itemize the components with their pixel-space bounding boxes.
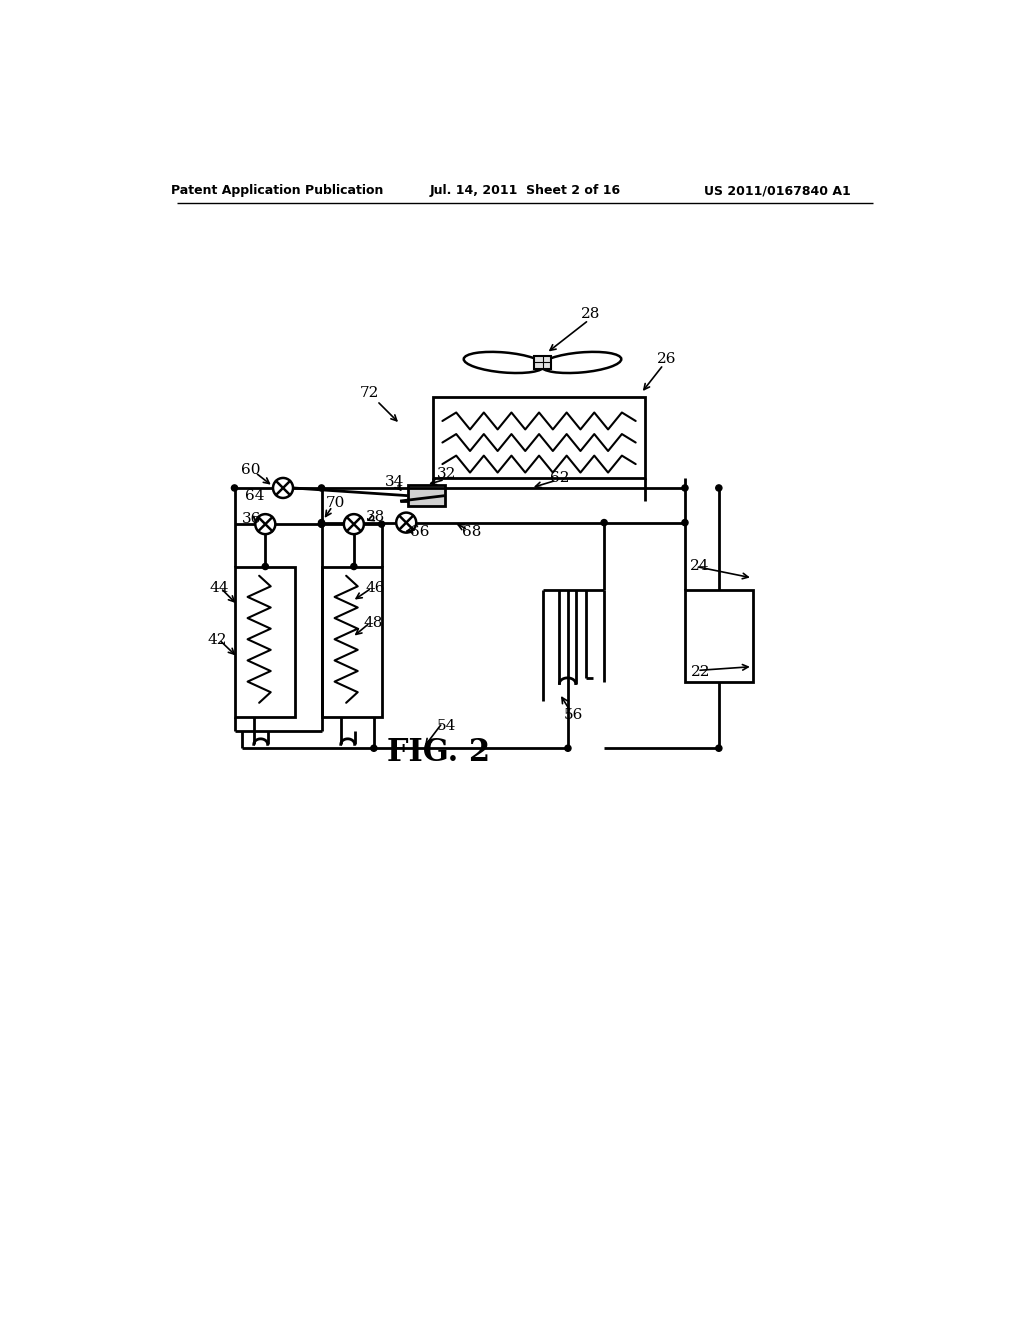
Text: 26: 26 xyxy=(657,351,677,366)
Text: 24: 24 xyxy=(689,560,709,573)
Circle shape xyxy=(379,521,385,527)
Circle shape xyxy=(716,744,722,751)
Bar xyxy=(685,590,753,682)
Text: 60: 60 xyxy=(242,463,261,478)
Circle shape xyxy=(255,515,275,535)
Circle shape xyxy=(682,520,688,525)
Text: 36: 36 xyxy=(243,512,261,525)
Circle shape xyxy=(396,512,416,533)
Text: 48: 48 xyxy=(364,615,383,630)
Text: 28: 28 xyxy=(581,308,600,321)
Text: 46: 46 xyxy=(366,581,385,595)
Text: 34: 34 xyxy=(385,475,404,488)
Circle shape xyxy=(318,521,325,527)
Circle shape xyxy=(344,515,364,535)
Bar xyxy=(433,397,645,478)
Text: Jul. 14, 2011  Sheet 2 of 16: Jul. 14, 2011 Sheet 2 of 16 xyxy=(429,185,621,197)
Text: FIG. 2: FIG. 2 xyxy=(387,738,490,768)
Bar xyxy=(234,566,295,717)
Text: 22: 22 xyxy=(691,665,711,678)
Ellipse shape xyxy=(464,352,545,374)
Circle shape xyxy=(231,484,238,491)
Bar xyxy=(408,484,444,507)
Circle shape xyxy=(318,521,325,527)
Text: Patent Application Publication: Patent Application Publication xyxy=(171,185,383,197)
Text: 54: 54 xyxy=(437,719,457,733)
Circle shape xyxy=(318,484,325,491)
Circle shape xyxy=(351,564,357,570)
Text: 72: 72 xyxy=(360,387,380,400)
Text: 42: 42 xyxy=(208,632,227,647)
Text: 44: 44 xyxy=(210,581,229,595)
Bar xyxy=(322,566,382,717)
Circle shape xyxy=(371,744,377,751)
Text: 56: 56 xyxy=(564,708,584,722)
Text: 68: 68 xyxy=(462,525,481,539)
Circle shape xyxy=(682,484,688,491)
Bar xyxy=(535,355,551,370)
Text: 32: 32 xyxy=(437,467,457,480)
Text: 38: 38 xyxy=(366,511,385,524)
Circle shape xyxy=(273,478,293,498)
Text: 66: 66 xyxy=(410,525,430,539)
Text: 62: 62 xyxy=(550,471,569,484)
Circle shape xyxy=(716,484,722,491)
Text: 64: 64 xyxy=(245,488,264,503)
Circle shape xyxy=(262,564,268,570)
Circle shape xyxy=(565,744,571,751)
Text: 70: 70 xyxy=(326,496,345,511)
Circle shape xyxy=(601,520,607,525)
Text: US 2011/0167840 A1: US 2011/0167840 A1 xyxy=(703,185,851,197)
Ellipse shape xyxy=(541,352,622,374)
Circle shape xyxy=(318,520,325,525)
